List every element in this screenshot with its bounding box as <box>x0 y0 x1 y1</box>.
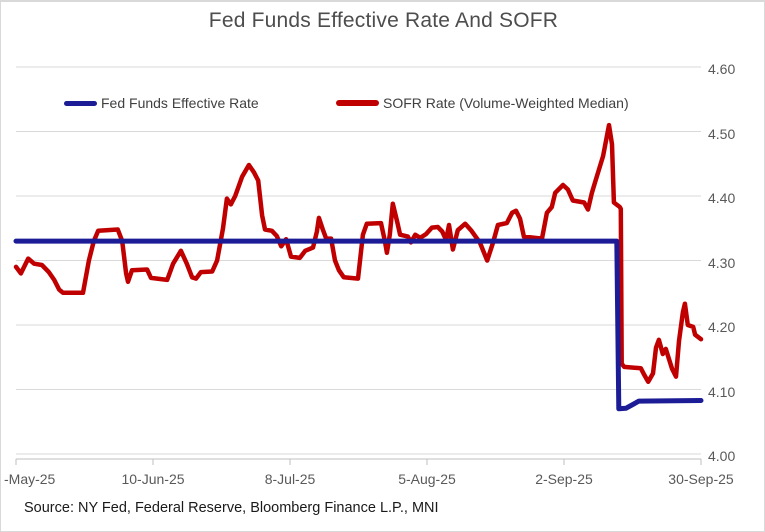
legend-item-fed-funds: Fed Funds Effective Rate <box>64 94 259 112</box>
y-axis-label: 4.10 <box>708 383 736 400</box>
x-axis-label: 8-Jul-25 <box>264 471 316 487</box>
chart-title: Fed Funds Effective Rate And SOFR <box>208 9 559 32</box>
series-line-sofr <box>13 122 704 385</box>
x-axis-label: -May-25 <box>4 471 56 487</box>
y-axis-label: 4.50 <box>708 125 736 142</box>
y-axis-label: 4.30 <box>708 254 736 271</box>
y-axis-label: 4.40 <box>708 190 736 206</box>
legend-item-sofr: SOFR Rate (Volume-Weighted Median) <box>336 94 629 112</box>
fed-funds-line-swatch-icon <box>64 100 97 106</box>
sofr-line-swatch-icon <box>336 100 379 106</box>
source-note: Source: NY Fed, Federal Reserve, Bloombe… <box>24 500 439 516</box>
x-axis-label: 30-Sep-25 <box>668 471 734 487</box>
series-line-fed-funds <box>13 238 704 412</box>
y-axis-label: 4.60 <box>708 61 736 77</box>
y-axis-label: 4.00 <box>708 448 736 464</box>
x-axis-label: 5-Aug-25 <box>398 471 456 487</box>
x-axis-label: 2-Sep-25 <box>535 471 593 487</box>
y-axis-label: 4.20 <box>708 319 736 335</box>
legend-label-sofr: SOFR Rate (Volume-Weighted Median) <box>383 95 629 111</box>
legend-label-fed-funds: Fed Funds Effective Rate <box>101 95 259 111</box>
x-axis-label: 10-Jun-25 <box>121 471 185 487</box>
